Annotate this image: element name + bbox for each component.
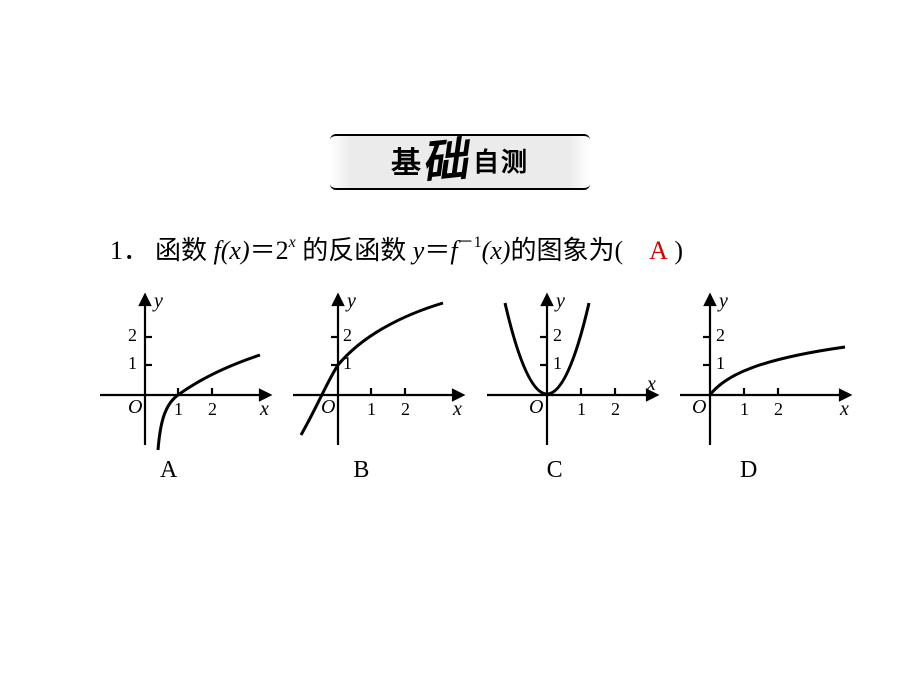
graph-b-svg: y x O 1 2 1 2: [283, 285, 473, 455]
q-text-4: ): [668, 236, 683, 265]
figure-b-label: B: [353, 457, 369, 484]
axis-x-label-c: x: [646, 373, 656, 395]
graph-a-svg: y x O 1 2 1 2: [90, 285, 280, 455]
header-text: 基 础 自测: [330, 130, 590, 190]
question-number: 1．: [110, 236, 149, 265]
xtick-2-d: 2: [774, 399, 783, 419]
q-f: f: [450, 236, 457, 265]
origin-label-b: O: [321, 396, 335, 418]
xtick-2-c: 2: [611, 399, 620, 419]
answer-choice: A: [649, 236, 668, 265]
ytick-1-d: 1: [716, 353, 725, 373]
axis-x-label-d: x: [839, 398, 849, 420]
q-exp1: x: [289, 234, 296, 251]
figure-d-label: D: [740, 457, 757, 484]
xtick-1-d: 1: [740, 399, 749, 419]
q-fxarg: (x): [482, 236, 511, 265]
header-char-chu: 础: [417, 123, 470, 193]
figure-b: y x O 1 2 1 2 B: [283, 285, 473, 484]
question-line: 1．函数 f(x)＝2x 的反函数 y＝f－1(x)的图象为( A ): [110, 230, 810, 272]
xtick-1-c: 1: [577, 399, 586, 419]
q-eq2: ＝: [424, 236, 450, 265]
q-y: y: [413, 236, 425, 265]
origin-label: O: [128, 396, 142, 418]
axis-x-label: x: [259, 398, 269, 420]
q-eq1: ＝2: [250, 236, 289, 265]
axis-y-label-b: y: [345, 290, 356, 312]
header-badge: 基 础 自测: [330, 130, 590, 190]
curve-d: [710, 347, 845, 395]
figure-d: y x O 1 2 1 2 D: [670, 285, 860, 484]
ytick-1-c: 1: [553, 353, 562, 373]
q-fx: f(x): [214, 236, 250, 265]
origin-label-d: O: [692, 396, 706, 418]
ytick-1: 1: [128, 353, 137, 373]
page: 基 础 自测 1．函数 f(x)＝2x 的反函数 y＝f－1(x)的图象为( A…: [0, 0, 920, 690]
xtick-1: 1: [174, 399, 183, 419]
axis-y-label-d: y: [717, 290, 728, 312]
figure-c: y x O 1 2 1 2 C: [477, 285, 667, 484]
q-text-2: 的反函数: [296, 236, 413, 265]
axis-y-label: y: [152, 290, 163, 312]
xtick-1-b: 1: [367, 399, 376, 419]
ytick-2-b: 2: [343, 325, 352, 345]
q-exp2: －1: [458, 234, 482, 251]
ytick-2-c: 2: [553, 325, 562, 345]
section-header: 基 础 自测: [0, 130, 920, 195]
axis-x-label-b: x: [452, 398, 462, 420]
graph-c-svg: y x O 1 2 1 2: [477, 285, 667, 455]
figures-row: y x O 1 2 1 2 A: [90, 285, 860, 484]
header-char-ji: 基: [391, 138, 421, 182]
q-text-3: 的图象为(: [510, 236, 649, 265]
origin-label-c: O: [529, 396, 543, 418]
q-text-1: 函数: [155, 236, 214, 265]
xtick-2-b: 2: [401, 399, 410, 419]
figure-a-label: A: [160, 457, 177, 484]
axis-y-label-c: y: [554, 290, 565, 312]
xtick-2: 2: [208, 399, 217, 419]
figure-a: y x O 1 2 1 2 A: [90, 285, 280, 484]
figure-c-label: C: [547, 457, 563, 484]
ytick-2: 2: [128, 325, 137, 345]
ytick-2-d: 2: [716, 325, 725, 345]
graph-d-svg: y x O 1 2 1 2: [670, 285, 860, 455]
header-char-zice: 自测: [473, 142, 529, 179]
